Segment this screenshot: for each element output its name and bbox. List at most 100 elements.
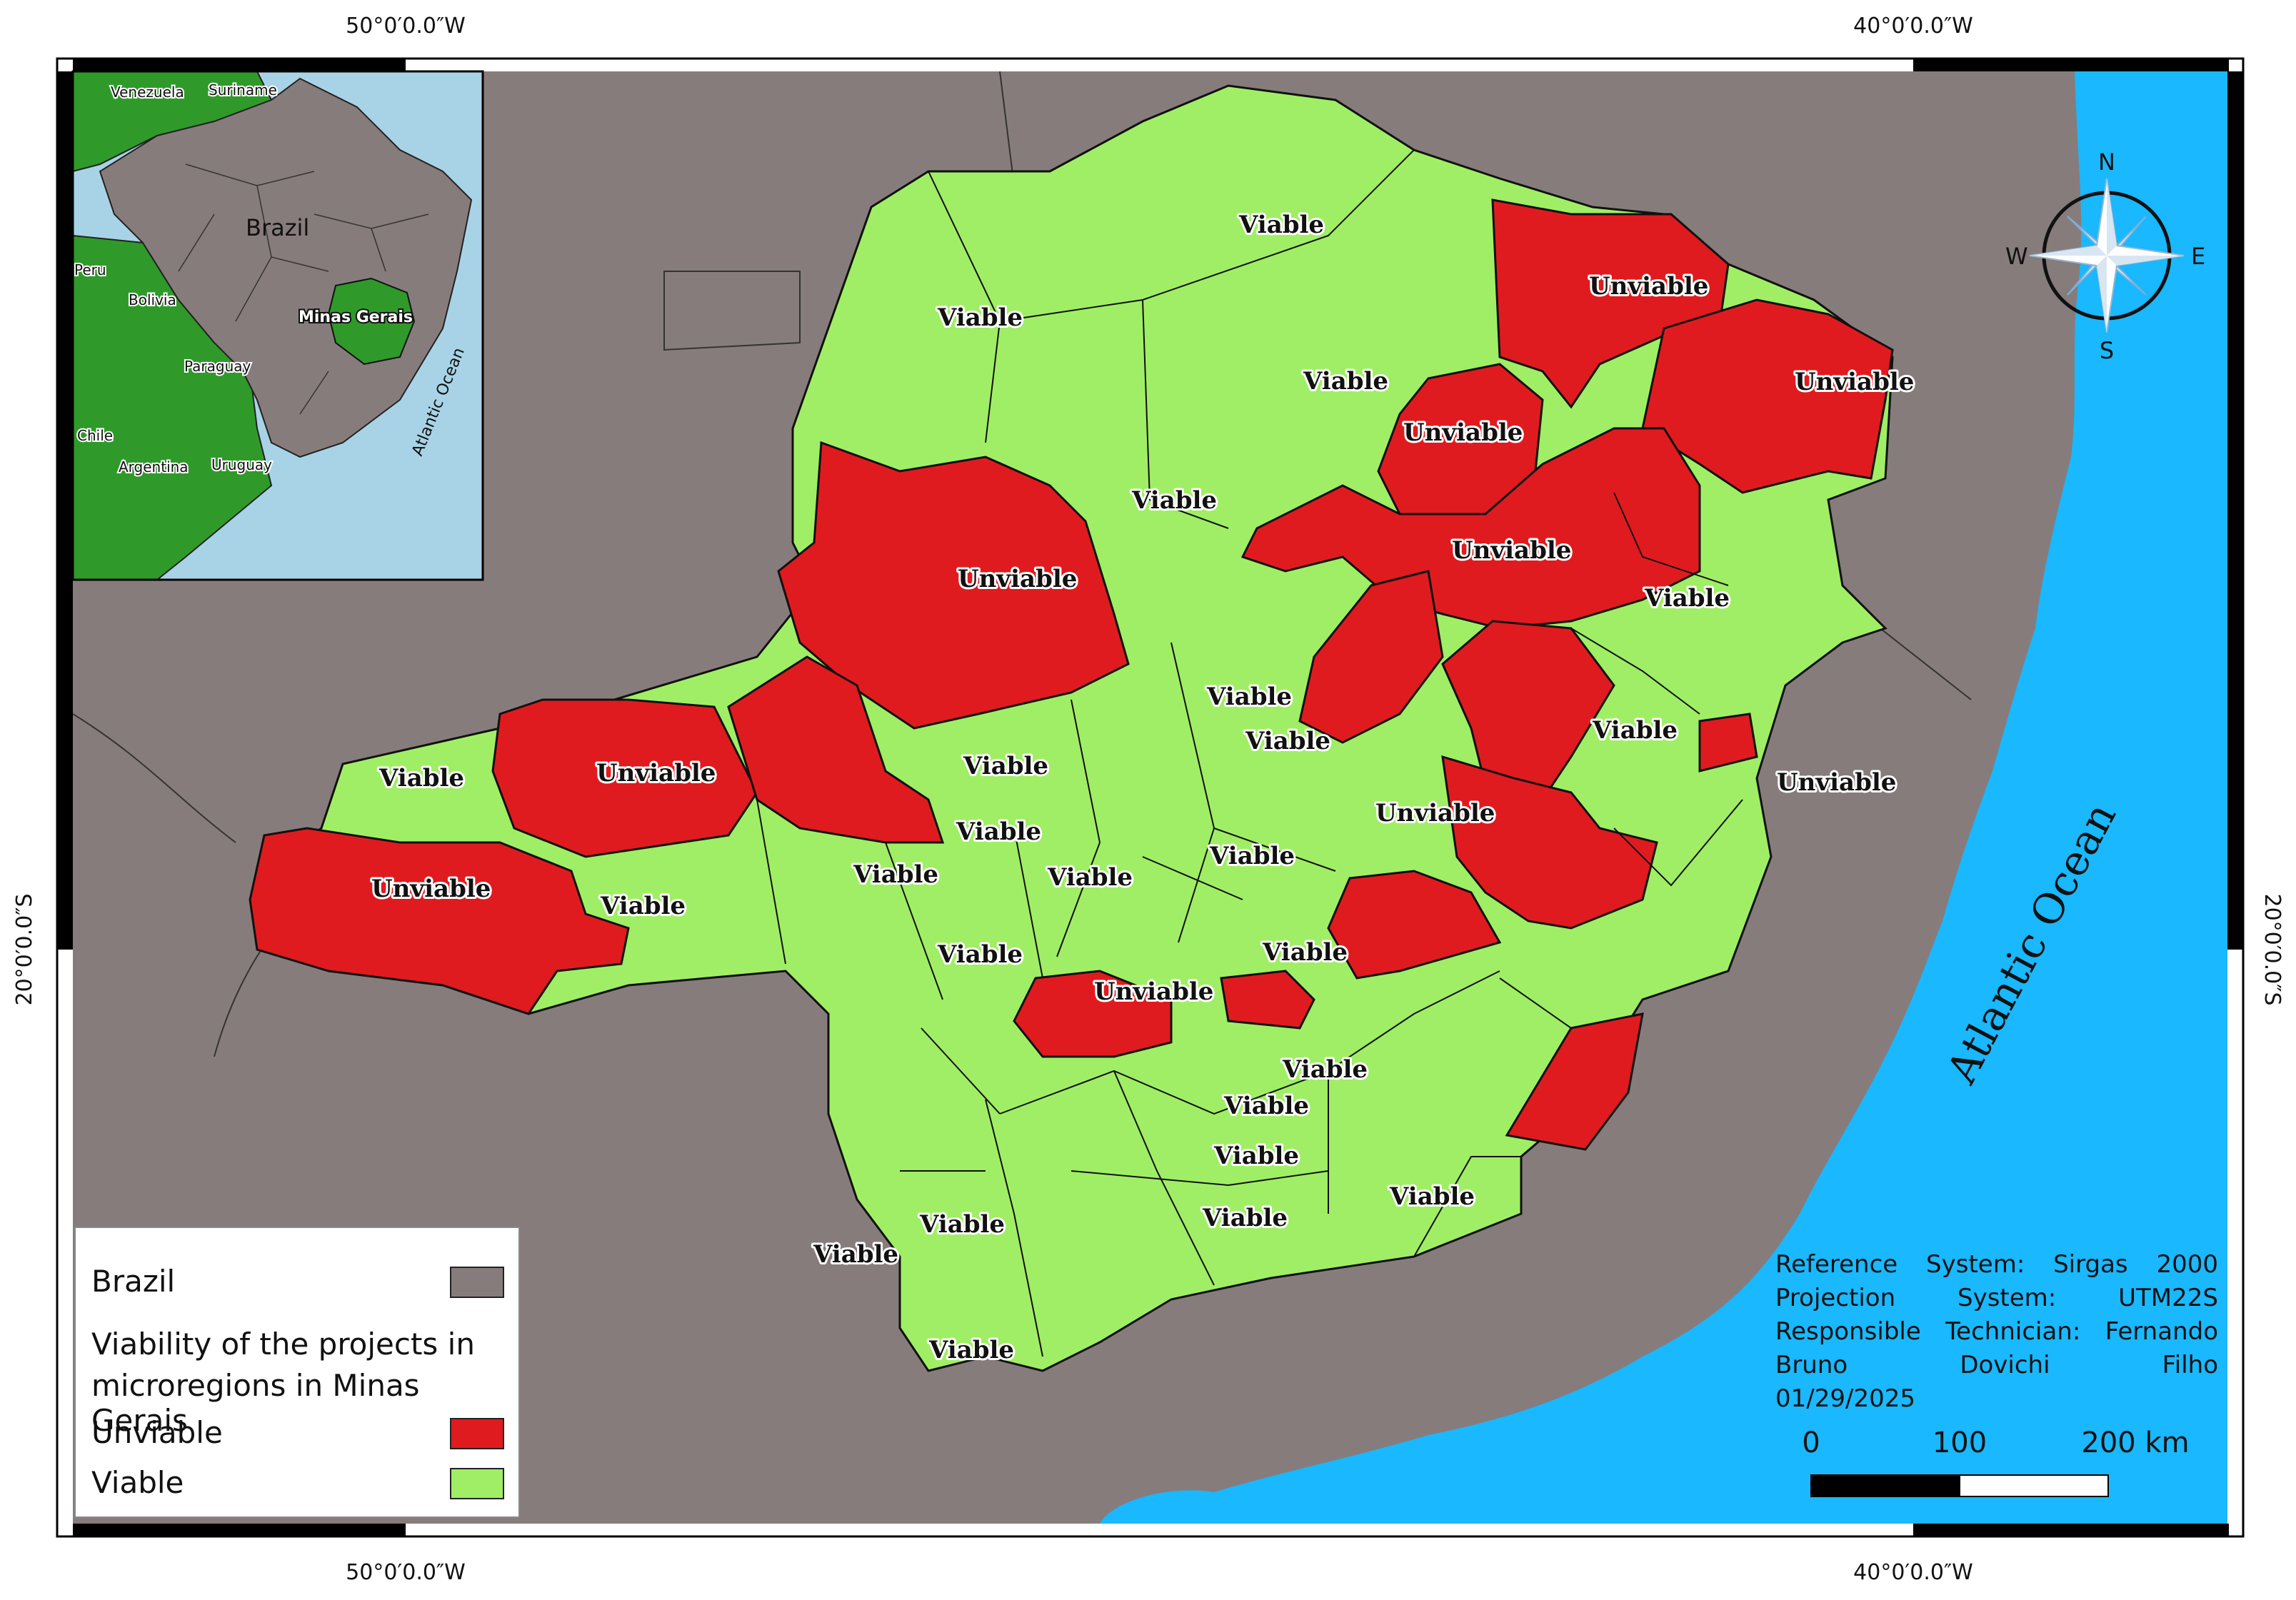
metadata-word: Bruno [1775,1351,1848,1379]
metadata-word: System: [1926,1250,2025,1279]
region-label: Unviable [371,875,491,903]
legend-unviable-swatch [450,1418,504,1449]
viability-labels: Viable Viable Viable Viable Viable Viabl… [369,208,1916,1367]
region-unviable [1298,570,1444,744]
region-label: Viable [1282,1055,1368,1084]
region-label: Viable [919,1210,1005,1239]
metadata-word: Dovichi [1960,1351,2050,1379]
frame-bar-bottom [73,1524,406,1536]
metadata-word: Reference [1775,1250,1898,1279]
region-unviable [1441,620,1615,801]
frame-bar-left [57,71,73,950]
metadata-date: 01/29/2025 [1775,1384,1915,1413]
region-label: Viable [937,940,1023,969]
region-label: Viable [963,752,1048,780]
region-label: Viable [1202,1204,1288,1232]
legend-viable-label: Viable [91,1465,184,1500]
region-unviable [1641,298,1894,494]
inset-label-peru: Peru [74,261,106,278]
region-label: Unviable [1452,536,1571,565]
metadata-word: Filho [2162,1351,2218,1379]
region-borders [756,149,1743,1357]
compass-shading [2030,178,2184,333]
scale-bar-black [1810,1474,1960,1497]
scale-label-0: 0 [1802,1427,1820,1459]
region-label: Unviable [1777,768,1896,797]
legend-brazil-label: Brazil [91,1264,176,1299]
scale-label-100: 100 [1932,1427,1987,1459]
frame-bar-top [73,59,406,71]
inset-map: Venezuela Suriname Peru Bolivia Paraguay… [71,70,484,581]
graticule-right-label: 20°0′0.0″S [2260,893,2285,1005]
region-label: Viable [1047,863,1133,892]
legend-title-line2: microregions in Minas Gerais [91,1368,420,1438]
region-label: Viable [600,892,686,920]
region-label: Viable [1592,716,1678,745]
region-label: Unviable [596,759,716,788]
metadata-word: Fernando [2105,1317,2218,1346]
graticule-top-label: 40°0′0.0″W [1853,14,1973,39]
graticule-bottom-label: 50°0′0.0″W [346,1560,466,1585]
region-label: Viable [937,303,1023,332]
compass-e: E [2191,243,2205,270]
inset-label-venezuela: Venezuela [111,84,184,101]
region-label: Viable [853,860,938,889]
inset-label-suriname: Suriname [209,81,277,99]
metadata-line: Projection System: UTM22S [1775,1282,2218,1315]
region-label: Viable [956,817,1041,846]
metadata-word: 2000 [2156,1250,2218,1279]
region-label: Viable [1389,1182,1475,1211]
region-label: Viable [379,764,464,793]
metadata-word: Technician: [1945,1317,2081,1346]
scale-label-200: 200 km [2081,1427,2189,1459]
region-unviable [777,441,1130,730]
metadata-word: UTM22S [2118,1284,2218,1312]
inset-label-paraguay: Paraguay [184,358,251,375]
legend-viable-swatch [450,1468,504,1499]
legend: Brazil Viability of the projects in micr… [74,1227,520,1518]
compass-n: N [2098,149,2115,176]
region-unviable [1441,755,1658,930]
metadata-word: Responsible [1775,1317,1921,1346]
region-label: Viable [1223,1092,1309,1120]
region-label: Viable [1245,727,1330,755]
legend-brazil-swatch [450,1267,504,1298]
region-label: Unviable [1589,272,1708,301]
inset-label-chile: Chile [77,427,113,444]
scale-bar: 0 100 200 km [1802,1427,2190,1497]
metadata-line: Bruno Dovichi Filho [1775,1349,2218,1382]
region-unviable [1327,870,1502,980]
metadata-word: Projection [1775,1284,1896,1312]
compass-w: W [2005,243,2028,270]
region-label: Viable [813,1240,898,1269]
inset-label-brazil: Brazil [246,214,309,241]
minas-gerais [249,84,1894,1372]
region-unviable [1698,713,1758,773]
north-arrow: N S E W [2005,149,2205,364]
inset-minas-gerais [327,277,416,366]
region-label: Viable [1644,584,1730,613]
graticule-bottom-label: 40°0′0.0″W [1853,1560,1973,1585]
inset-border [71,70,484,581]
legend-unviable-label: Unviable [91,1415,223,1450]
inset-label-minas-gerais: Minas Gerais [299,308,413,326]
region-unviable [249,827,630,1015]
compass-s: S [2100,337,2114,364]
region-label: Viable [1238,211,1324,239]
region-label: Viable [1303,367,1388,396]
map-metadata: Reference System: Sirgas 2000 Projection… [1775,1248,2218,1416]
region-label: Unviable [1375,799,1495,827]
region-label: Unviable [1094,977,1213,1006]
inset-label-bolivia: Bolivia [129,291,176,308]
metadata-line: Responsible Technician: Fernando [1775,1315,2218,1349]
frame-bar-bottom [1913,1524,2229,1536]
frame-bar-right [2227,71,2243,950]
metadata-word: Sirgas [2053,1250,2128,1279]
region-label: Viable [1209,842,1295,870]
region-label: Viable [928,1336,1014,1364]
region-label: Unviable [1403,418,1523,447]
region-label: Viable [1131,486,1217,515]
frame-bar-top [1913,59,2229,71]
region-label: Unviable [958,565,1077,593]
